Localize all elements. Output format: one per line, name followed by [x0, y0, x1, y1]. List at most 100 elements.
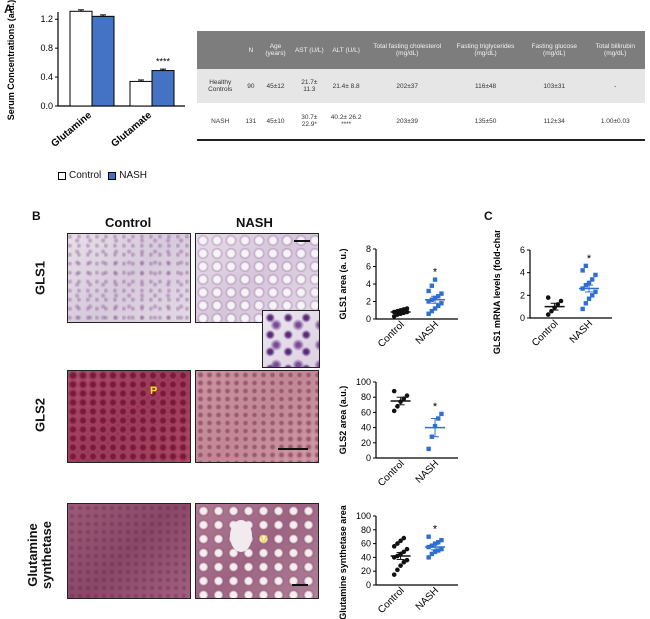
data-point-control [391, 572, 397, 577]
table-cell: Healthy Controls [197, 69, 244, 103]
data-point-nash [583, 301, 589, 306]
table-header-row: N Age (years) AST (U/L) ALT (U/L) Total fast… [197, 31, 645, 69]
table-header-cell [197, 31, 244, 69]
table-cell: 21.4± 8.8 [325, 69, 367, 103]
table-header-cell: Total billirubin (mg/dL) [585, 31, 645, 69]
y-axis-title: GLS1 area (a. u.) [338, 248, 348, 319]
micrograph-gs-nash: V [195, 503, 319, 599]
scale-bar [294, 240, 310, 242]
y-tick-label: 60 [361, 539, 371, 549]
data-point-control [395, 541, 400, 546]
significance-star: * [433, 267, 438, 279]
y-tick-label: 2 [520, 290, 525, 300]
y-tick-label: 0 [520, 313, 525, 323]
x-category-label: Glutamine [49, 110, 94, 150]
data-point-nash [590, 293, 595, 298]
data-point-nash [436, 303, 441, 309]
y-axis-title: GLS2 area (a.u.) [338, 386, 348, 455]
data-point-nash [580, 268, 585, 273]
table-cell: 103±31 [522, 69, 586, 103]
table-cell: 45±10 [258, 103, 293, 140]
data-point-control [395, 567, 400, 573]
row-label-glutamine-synthetase: Glutamine synthetase [25, 500, 54, 610]
col-heading-nash: NASH [236, 215, 273, 230]
y-tick-label: 4 [366, 279, 371, 289]
data-point-nash [426, 555, 431, 560]
scale-bar [278, 448, 308, 450]
micrograph-gls1-nash [195, 233, 319, 323]
col-heading-control: Control [105, 215, 152, 230]
table-header-cell: Fasting triglycerides (mg/dL) [448, 31, 523, 69]
data-point-nash [586, 280, 592, 286]
serum-legend: Control NASH [58, 170, 147, 181]
table-header-cell: Fasting glucose (mg/dL) [522, 31, 586, 69]
data-point-nash [426, 299, 431, 304]
y-tick-label: 0 [366, 580, 371, 590]
x-category-label: Control [376, 319, 407, 350]
panel-letter-b: B [32, 209, 41, 223]
table-cell: 40.2± 26.2 **** [325, 103, 367, 140]
y-tick-label: 100 [356, 511, 371, 521]
legend-swatch-nash [108, 171, 117, 180]
table-cell: 203±39 [366, 103, 449, 140]
data-point-control [391, 388, 397, 394]
data-point-control [404, 546, 410, 552]
y-axis-title: Serum Concentrations (a.u.) [6, 0, 16, 120]
table-header-cell: Total fasting cholesterol (mg/dL) [366, 31, 449, 69]
data-point-control [404, 393, 410, 398]
data-point-nash [439, 301, 444, 306]
marker-p: P [150, 385, 158, 397]
significance-star: * [587, 253, 592, 265]
micrograph-gls2-nash [195, 370, 319, 463]
bar-control-glutamate [129, 80, 153, 107]
data-point-nash [580, 306, 585, 312]
table-cell: 131 [243, 103, 259, 140]
y-tick-label: 80 [361, 525, 371, 535]
y-tick-label: 0.4 [40, 72, 53, 82]
table-cell: - [585, 69, 645, 103]
data-point-control [545, 312, 551, 317]
significance-stars: **** [156, 57, 171, 67]
bar-control-glutamine [69, 10, 93, 107]
y-axis-title: GLS1 mRNA levels (fold-change) [492, 230, 502, 354]
table-cell: 135±50 [448, 103, 523, 140]
y-tick-label: 8 [366, 244, 371, 254]
y-tick-label: 0 [366, 314, 371, 324]
table-header-cell: ALT (U/L) [325, 31, 367, 69]
clinical-table-wrap: N Age (years) AST (U/L) ALT (U/L) Total fast… [197, 31, 645, 141]
y-tick-label: 6 [520, 245, 525, 255]
data-point-control [558, 298, 564, 304]
row-label-gls1: GLS1 [32, 261, 48, 295]
data-point-nash [426, 311, 431, 316]
bar-nash-glutamine [91, 15, 115, 107]
marker-v: V [260, 534, 268, 546]
x-category-label: NASH [568, 318, 595, 345]
micrograph-gls1-control [67, 233, 191, 323]
table-cell: 116±48 [448, 69, 523, 103]
y-tick-label: 6 [366, 262, 371, 272]
x-category-label: Control [530, 318, 561, 349]
data-point-nash [439, 546, 444, 552]
y-tick-label: 0.0 [40, 101, 53, 111]
table-cell: 90 [243, 69, 259, 103]
gls2-area-scatter: 0 20 40 60 80 100 GLS2 area (a.u.) Control NASH * [338, 377, 458, 489]
serum-bar-chart: 0.0 0.4 0.8 1.2 Serum Concentrations (a.u.) G… [6, 0, 185, 150]
data-point-nash [436, 548, 441, 553]
x-category-label: Control [376, 458, 407, 489]
x-category-label: NASH [414, 319, 441, 346]
data-point-nash [439, 291, 444, 296]
micrograph-gls1-inset [262, 310, 320, 368]
y-tick-label: 2 [366, 297, 371, 307]
y-tick-label: 20 [361, 566, 371, 576]
data-point-nash [583, 263, 589, 269]
data-point-nash [426, 534, 431, 539]
panel-letter-a: A [4, 2, 13, 16]
x-category-label: NASH [414, 458, 441, 485]
table-row: NASH 131 45±10 30.7± 22.9* 40.2± 26.2 **** 20… [197, 103, 645, 140]
y-tick-label: 40 [361, 423, 371, 433]
y-tick-label: 0.8 [40, 43, 53, 53]
micrograph-gs-control [67, 503, 191, 599]
table-header-cell: Age (years) [258, 31, 293, 69]
data-point-nash [586, 296, 592, 301]
data-point-control [404, 557, 410, 563]
